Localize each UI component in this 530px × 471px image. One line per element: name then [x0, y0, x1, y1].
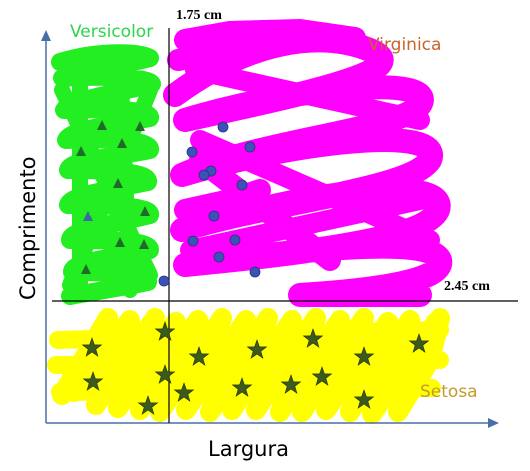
circle-marker — [244, 141, 256, 153]
star-marker — [302, 328, 324, 348]
virginica-label: Virginica — [368, 35, 441, 55]
circle-marker — [213, 251, 225, 263]
star-marker — [311, 366, 333, 386]
virginica-markers — [158, 121, 261, 287]
triangle-marker — [113, 178, 123, 188]
circle-marker — [187, 235, 199, 247]
versicolor-label: Versicolor — [70, 22, 153, 42]
triangle-marker — [140, 206, 150, 216]
triangle-marker — [83, 211, 93, 221]
y-axis-arrow-icon — [41, 30, 51, 41]
circle-marker — [217, 121, 229, 133]
star-marker — [408, 333, 430, 353]
star-marker — [231, 377, 253, 397]
circle-marker — [158, 275, 170, 287]
versicolor-markers — [76, 120, 150, 274]
setosa-markers — [81, 321, 430, 415]
star-marker — [154, 364, 176, 384]
triangle-marker — [139, 239, 149, 249]
circle-marker — [208, 210, 220, 222]
circle-marker — [198, 169, 210, 181]
versicolor-region — [51, 44, 161, 305]
star-marker — [173, 382, 195, 402]
star-marker — [353, 389, 375, 409]
star-marker — [353, 346, 375, 366]
triangle-marker — [115, 237, 125, 247]
triangle-marker — [97, 120, 107, 130]
star-marker — [154, 321, 176, 341]
circle-marker — [236, 179, 248, 191]
circle-marker — [249, 266, 261, 278]
circle-marker — [229, 234, 241, 246]
star-marker — [81, 337, 103, 357]
vertical-threshold-label: 1.75 cm — [176, 8, 222, 23]
triangle-marker — [117, 138, 127, 148]
triangle-marker — [81, 264, 91, 274]
triangle-marker — [135, 121, 145, 131]
y-axis-label: Comprimento — [16, 156, 40, 300]
horizontal-threshold-label: 2.45 cm — [444, 279, 490, 294]
setosa-label: Setosa — [420, 382, 478, 402]
virginica-region — [163, 18, 453, 307]
x-axis-label: Largura — [208, 437, 289, 461]
circle-marker — [186, 146, 198, 158]
axes — [41, 30, 499, 428]
star-marker — [246, 339, 268, 359]
triangle-marker — [76, 146, 86, 156]
setosa-region — [47, 308, 450, 424]
star-marker — [82, 371, 104, 391]
x-axis-arrow-icon — [488, 418, 499, 428]
star-marker — [137, 395, 159, 415]
star-marker — [188, 346, 210, 366]
star-marker — [280, 374, 302, 394]
